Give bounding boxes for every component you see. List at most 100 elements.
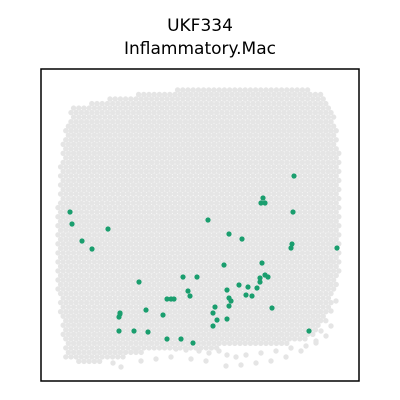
background-spot <box>299 132 306 138</box>
background-spot <box>70 340 77 346</box>
background-spot <box>247 214 254 220</box>
background-spot <box>60 241 66 247</box>
background-spot <box>208 182 215 188</box>
background-spot <box>177 137 183 143</box>
background-spot <box>159 304 165 310</box>
background-spot <box>125 109 131 116</box>
background-spot <box>302 109 308 116</box>
background-spot <box>291 272 298 279</box>
background-spot <box>320 259 326 265</box>
background-spot <box>148 322 155 328</box>
background-spot <box>203 358 209 364</box>
background-spot <box>242 277 248 283</box>
background-spot <box>250 245 256 251</box>
background-spot <box>169 214 176 220</box>
background-spot <box>229 336 235 342</box>
background-spot <box>304 87 311 93</box>
background-spot <box>224 290 230 297</box>
background-spot <box>232 259 238 265</box>
background-spot <box>195 322 202 328</box>
background-spot <box>198 336 204 342</box>
background-spot <box>258 313 264 319</box>
background-spot <box>278 268 285 274</box>
background-spot <box>268 123 274 129</box>
background-spot <box>268 241 274 247</box>
background-spot <box>164 259 170 265</box>
background-spot <box>117 286 124 292</box>
background-spot <box>278 132 285 138</box>
background-spot <box>278 304 285 310</box>
background-spot <box>195 159 202 166</box>
background-spot <box>317 290 324 297</box>
background-spot <box>161 290 168 297</box>
background-spot <box>304 313 311 319</box>
background-spot <box>310 195 316 202</box>
background-spot <box>200 232 207 238</box>
background-spot <box>96 259 103 265</box>
background-spot <box>190 268 196 274</box>
background-spot <box>302 137 308 143</box>
background-spot <box>310 331 316 337</box>
background-spot <box>221 322 228 328</box>
background-spot <box>177 91 183 98</box>
background-spot <box>177 128 183 134</box>
background-spot <box>237 250 243 256</box>
background-spot <box>317 218 324 224</box>
background-spot <box>128 259 134 265</box>
background-spot <box>112 295 118 301</box>
background-spot <box>200 204 207 211</box>
background-spot <box>68 245 74 251</box>
background-spot <box>323 236 329 242</box>
background-spot <box>125 309 131 315</box>
background-spot <box>115 345 121 351</box>
background-spot <box>141 245 147 251</box>
background-spot <box>317 128 324 134</box>
background-spot <box>164 114 170 120</box>
background-spot <box>250 309 256 315</box>
background-spot <box>232 87 238 93</box>
background-spot <box>187 245 194 251</box>
background-spot <box>78 137 85 143</box>
background-spot <box>130 281 137 288</box>
background-spot <box>146 155 152 161</box>
background-spot <box>250 91 256 98</box>
background-spot <box>213 119 220 125</box>
background-spot <box>328 272 334 279</box>
background-spot <box>219 281 225 288</box>
background-spot <box>130 318 137 324</box>
background-spot <box>265 209 272 215</box>
background-spot <box>239 227 246 233</box>
background-spot <box>55 286 61 292</box>
background-spot <box>99 272 105 279</box>
background-spot <box>242 114 248 120</box>
background-spot <box>312 218 319 224</box>
background-spot <box>330 168 337 175</box>
background-spot <box>234 109 241 116</box>
background-spot <box>156 272 163 279</box>
background-spot <box>177 109 183 116</box>
background-spot <box>226 168 233 175</box>
background-spot <box>133 348 139 354</box>
background-spot <box>312 245 319 251</box>
background-spot <box>167 245 173 251</box>
background-spot <box>193 299 199 306</box>
background-spot <box>276 254 282 261</box>
background-spot <box>76 313 82 319</box>
background-spot <box>151 263 157 270</box>
background-spot <box>107 313 113 319</box>
background-spot <box>203 254 209 261</box>
background-spot <box>221 114 228 120</box>
background-spot <box>187 209 194 215</box>
background-spot <box>278 223 285 229</box>
background-spot <box>265 173 272 179</box>
background-spot <box>237 214 243 220</box>
background-spot <box>263 186 269 193</box>
background-spot <box>299 277 306 283</box>
background-spot <box>336 259 342 265</box>
background-spot <box>265 128 272 134</box>
background-spot <box>117 223 124 229</box>
background-spot <box>232 241 238 247</box>
background-spot <box>252 250 259 256</box>
background-spot <box>159 132 165 138</box>
background-spot <box>96 232 103 238</box>
